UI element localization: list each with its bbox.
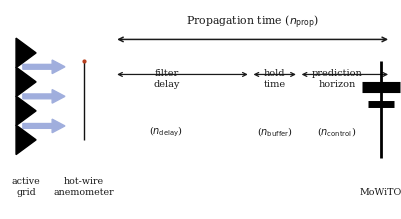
Text: filter
delay: filter delay [153, 69, 180, 89]
Polygon shape [16, 96, 36, 126]
FancyArrow shape [23, 60, 65, 74]
Text: active
grid: active grid [12, 177, 41, 197]
Polygon shape [16, 38, 36, 68]
FancyArrow shape [23, 90, 65, 103]
Text: Propagation time ($n_\mathrm{prop}$): Propagation time ($n_\mathrm{prop}$) [186, 13, 319, 31]
Text: ($n_\mathrm{control}$): ($n_\mathrm{control}$) [317, 125, 356, 139]
Polygon shape [16, 67, 36, 97]
Text: prediction
horizon: prediction horizon [312, 69, 362, 89]
Text: MoWiTO: MoWiTO [360, 188, 401, 197]
FancyArrow shape [23, 119, 65, 133]
Text: hold
time: hold time [263, 69, 286, 89]
Text: ($n_\mathrm{delay}$): ($n_\mathrm{delay}$) [149, 125, 184, 139]
Polygon shape [16, 125, 36, 155]
Text: hot-wire
anemometer: hot-wire anemometer [54, 177, 115, 197]
Text: ($n_\mathrm{buffer}$): ($n_\mathrm{buffer}$) [257, 125, 293, 139]
